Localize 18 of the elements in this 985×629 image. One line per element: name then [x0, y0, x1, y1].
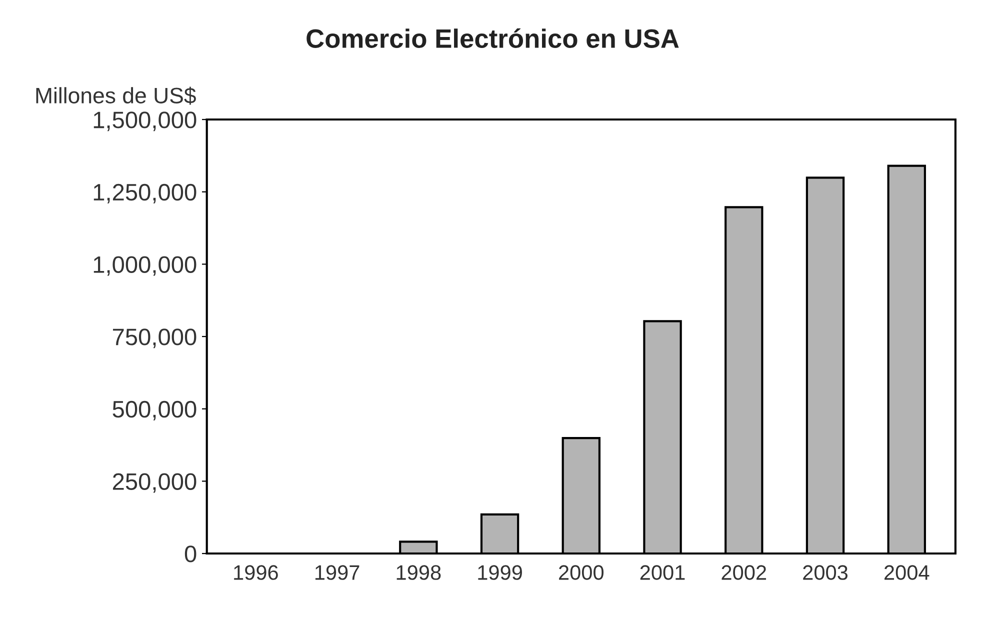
y-tick-label: 1,250,000: [94, 184, 196, 204]
x-tick-label: 2004: [884, 565, 930, 580]
x-tick-label: 1997: [315, 565, 360, 580]
x-tick-label: 1998: [396, 565, 441, 580]
y-tick-label: 500,000: [112, 400, 196, 420]
x-tick-label: 2002: [722, 565, 766, 580]
chart-title: Comercio Electrónico en USA: [306, 28, 679, 48]
x-tick-label: 1996: [234, 565, 278, 580]
x-tick-label: 2003: [803, 565, 848, 580]
y-tick-label: 750,000: [113, 328, 196, 348]
x-tick-label: 2000: [559, 565, 604, 580]
y-tick-label: 250,000: [112, 473, 196, 493]
x-tick-label: 1999: [478, 565, 522, 580]
y-tick-label: 0: [184, 546, 196, 562]
y-tick-label: 1,000,000: [94, 256, 196, 276]
y-axis-title: Millones de US$: [36, 86, 196, 105]
y-tick-label: 1,500,000: [94, 112, 196, 132]
x-tick-label: 2001: [640, 565, 685, 580]
